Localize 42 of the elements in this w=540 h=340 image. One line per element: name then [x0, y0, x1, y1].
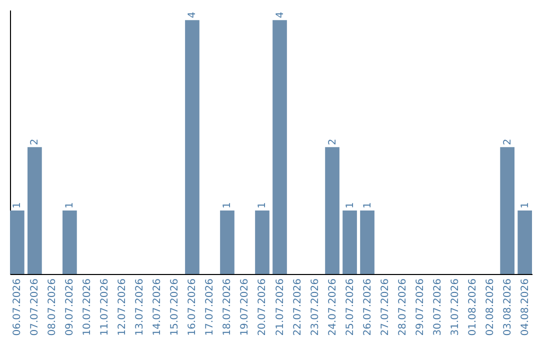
x-tick-label: 10.07.2026 [82, 278, 94, 336]
data-label: 2 [327, 138, 338, 146]
x-tick-label: 15.07.2026 [170, 278, 181, 336]
x-tick-label: 30.07.2026 [432, 278, 444, 336]
x-tick-label: 13.07.2026 [134, 278, 146, 336]
x-tick-label: 22.07.2026 [292, 278, 304, 336]
data-label: 1 [520, 202, 531, 209]
x-tick-label: 19.07.2026 [240, 278, 251, 336]
x-tick-label: 21.07.2026 [274, 278, 286, 336]
x-tick-label: 04.08.2026 [520, 278, 531, 336]
data-label: 4 [187, 12, 198, 18]
data-label: 2 [502, 138, 514, 146]
data-label: 2 [30, 138, 41, 146]
data-label: 1 [12, 202, 24, 209]
x-tick-label: 29.07.2026 [414, 278, 426, 336]
x-tick-label: 17.07.2026 [204, 278, 216, 336]
x-tick-label: 07.07.2026 [30, 278, 41, 336]
x-tick-label: 20.07.2026 [257, 278, 268, 336]
x-tick-label: 18.07.2026 [222, 278, 234, 336]
x-tick-label: 02.08.2026 [484, 278, 496, 336]
x-tick-label: 31.07.2026 [450, 278, 461, 336]
x-tick-label: 26.07.2026 [362, 278, 374, 336]
data-label: 1 [344, 202, 356, 209]
x-tick-label: 03.08.2026 [502, 278, 514, 336]
x-tick-label: 01.08.2026 [467, 278, 478, 336]
x-tick-label: 11.07.2026 [100, 278, 111, 336]
data-label: 1 [362, 202, 374, 209]
x-tick-label: 14.07.2026 [152, 278, 164, 336]
x-tick-label: 08.07.2026 [47, 278, 58, 336]
x-tick-label: 16.07.2026 [187, 278, 198, 336]
data-label: 1 [257, 202, 268, 209]
x-tick-label: 09.07.2026 [64, 278, 76, 336]
x-tick-label: 27.07.2026 [380, 278, 391, 336]
x-tick-label: 23.07.2026 [310, 278, 321, 336]
x-tick-label: 24.07.2026 [327, 278, 338, 336]
x-tick-label: 28.07.2026 [397, 278, 408, 336]
x-tick-label: 25.07.2026 [344, 278, 356, 336]
data-label: 1 [222, 202, 234, 209]
x-tick-label: 12.07.2026 [117, 278, 128, 336]
data-label: 1 [64, 202, 76, 209]
data-label: 4 [274, 12, 286, 18]
x-tick-label: 06.07.2026 [12, 278, 24, 336]
